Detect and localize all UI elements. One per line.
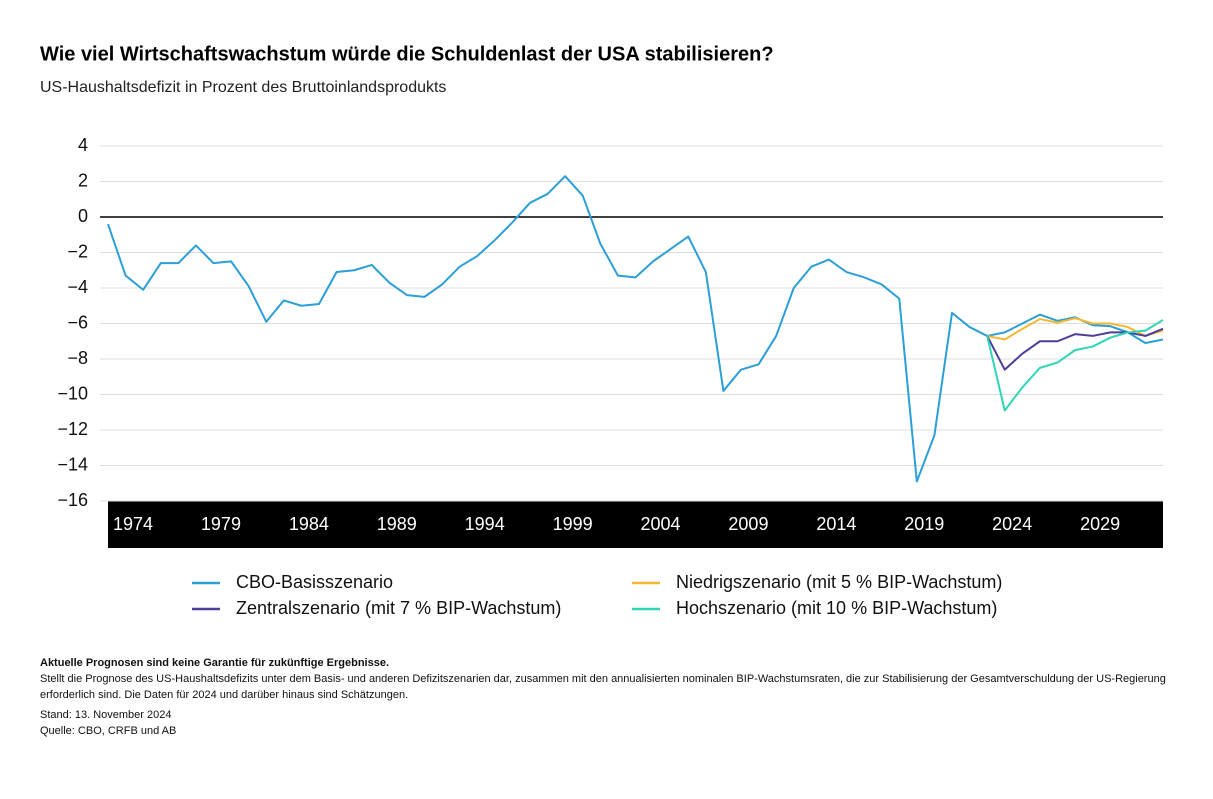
x-tick-label: 2029: [1080, 514, 1120, 534]
x-axis-band: [108, 501, 1163, 548]
y-tick-label: −16: [57, 490, 88, 510]
chart-subtitle: US-Haushaltsdefizit in Prozent des Brutt…: [40, 79, 446, 96]
x-tick-label: 2014: [816, 514, 856, 534]
legend-label: Hochszenario (mit 10 % BIP-Wachstum): [676, 598, 997, 618]
x-tick-label: 2009: [728, 514, 768, 534]
y-tick-label: 0: [78, 206, 88, 226]
x-tick-label: 2024: [992, 514, 1032, 534]
y-tick-label: −14: [57, 454, 88, 474]
footnote-title: Aktuelle Prognosen sind keine Garantie f…: [40, 657, 390, 669]
x-tick-label: 1999: [553, 514, 593, 534]
x-tick-label: 2034: [1168, 514, 1208, 534]
y-tick-label: 2: [78, 170, 88, 190]
series-line: [986, 319, 1164, 412]
y-tick-label: −2: [67, 241, 88, 261]
legend-label: Niedrigszenario (mit 5 % BIP-Wachstum): [676, 572, 1002, 592]
x-tick-label: 1974: [113, 514, 153, 534]
y-tick-label: −4: [67, 277, 88, 297]
x-tick-label: 1989: [377, 514, 417, 534]
y-tick-label: −8: [67, 348, 88, 368]
chart-title: Wie viel Wirtschaftswachstum würde die S…: [40, 43, 774, 65]
y-tick-label: −10: [57, 383, 88, 403]
series-line: [986, 317, 1164, 341]
legend-label: Zentralszenario (mit 7 % BIP-Wachstum): [236, 598, 561, 618]
x-tick-label: 1994: [465, 514, 505, 534]
y-tick-label: −12: [57, 419, 88, 439]
x-tick-label: 1979: [201, 514, 241, 534]
chart: Wie viel Wirtschaftswachstum würde die S…: [40, 43, 1208, 618]
footnote: Stellt die Prognose des US-Haushaltsdefi…: [40, 673, 1166, 701]
series-line: [986, 327, 1164, 371]
legend-label: CBO-Basisszenario: [236, 572, 393, 592]
x-tick-label: 1984: [289, 514, 329, 534]
series-line: [107, 175, 1164, 483]
x-tick-label: 2019: [904, 514, 944, 534]
date-note: Stand: 13. November 2024: [40, 709, 172, 721]
source: Quelle: CBO, CRFB und AB: [40, 725, 177, 737]
y-tick-label: −6: [67, 312, 88, 332]
y-tick-label: 4: [78, 135, 88, 155]
x-tick-label: 2004: [641, 514, 681, 534]
